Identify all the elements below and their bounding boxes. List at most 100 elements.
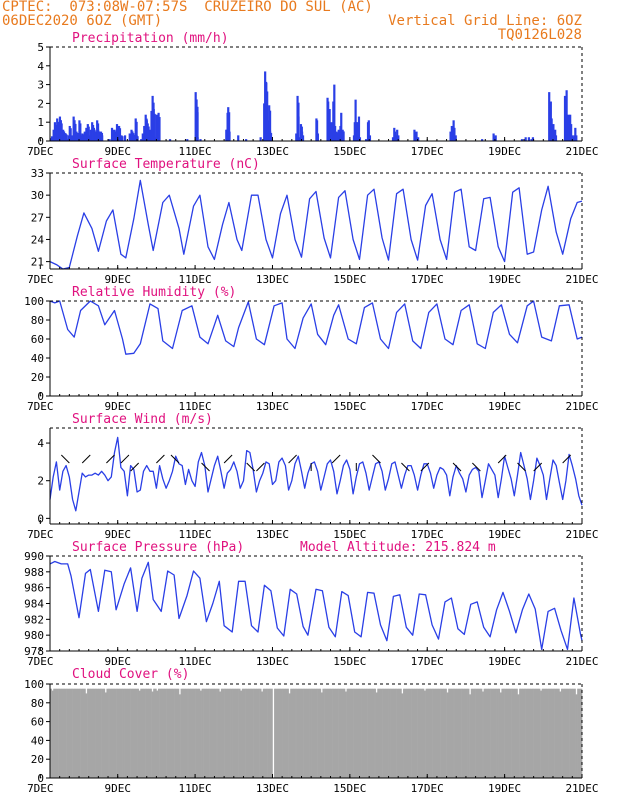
cloud-bar bbox=[578, 688, 581, 778]
cloud-bar bbox=[446, 692, 449, 778]
cloud-bar bbox=[494, 688, 497, 778]
cloud-bar bbox=[51, 690, 54, 778]
y-tick-label: 5 bbox=[37, 41, 44, 54]
cloud-bar bbox=[386, 688, 389, 778]
wind-arrow bbox=[497, 454, 507, 464]
cloud-bar bbox=[291, 688, 294, 778]
cloud-bar bbox=[380, 688, 383, 778]
precip-bar bbox=[494, 135, 497, 141]
panel-title: Surface Temperature (nC) bbox=[72, 157, 260, 172]
precip-bar bbox=[196, 112, 199, 141]
cloud-bar bbox=[438, 688, 441, 778]
cloud-bar bbox=[156, 690, 159, 778]
cloud-bar bbox=[190, 688, 193, 778]
precip-bar bbox=[415, 131, 418, 141]
cloud-bar bbox=[212, 688, 215, 778]
x-tick-label: 11DEC bbox=[179, 655, 212, 668]
cloud-bar bbox=[257, 688, 260, 778]
wind-arrow bbox=[60, 454, 70, 464]
precip-bar bbox=[168, 139, 172, 141]
cloud-bar bbox=[219, 691, 222, 778]
cloud-bar bbox=[428, 688, 431, 778]
cloud-bar bbox=[454, 688, 457, 778]
y-tick-label: 60 bbox=[31, 333, 44, 346]
x-tick-label: 11DEC bbox=[179, 145, 212, 158]
cloud-bar bbox=[195, 688, 198, 778]
cloud-bar bbox=[444, 688, 447, 778]
cloud-bar bbox=[95, 688, 98, 778]
cloud-bar bbox=[232, 688, 235, 778]
wind-arrow bbox=[130, 462, 140, 472]
cloud-bar bbox=[58, 688, 60, 778]
precip-bar bbox=[572, 137, 575, 141]
cloud-bar bbox=[251, 688, 254, 778]
cloud-bar bbox=[412, 688, 415, 778]
cloud-bar bbox=[83, 688, 86, 778]
cloud-bar bbox=[248, 688, 251, 778]
cloud-bar bbox=[467, 688, 470, 778]
cloud-bar bbox=[290, 688, 293, 778]
cloud-bar bbox=[362, 688, 365, 778]
cloud-bar bbox=[101, 688, 104, 778]
y-tick-label: 988 bbox=[24, 566, 44, 579]
cloud-bar bbox=[336, 688, 339, 778]
cloud-bar bbox=[436, 688, 439, 778]
cloud-bar bbox=[375, 692, 378, 778]
x-tick-label: 19DEC bbox=[488, 782, 521, 795]
cloud-bar bbox=[411, 688, 414, 778]
cloud-bar bbox=[359, 688, 362, 778]
cloud-bar bbox=[514, 688, 517, 778]
cloud-bar bbox=[552, 688, 555, 778]
cloud-bar bbox=[146, 688, 149, 778]
cloud-bar bbox=[237, 688, 239, 778]
cloud-bar bbox=[304, 688, 307, 778]
cloud-bar bbox=[340, 688, 343, 778]
cloud-bar bbox=[151, 691, 154, 778]
x-tick-label: 17DEC bbox=[411, 782, 444, 795]
cloud-bar bbox=[311, 688, 314, 778]
cloud-bar bbox=[298, 688, 301, 778]
cloud-bar bbox=[451, 688, 454, 778]
precip-bar bbox=[245, 139, 248, 141]
precip-bar bbox=[481, 139, 484, 141]
cloud-bar bbox=[346, 688, 349, 778]
cloud-bar bbox=[111, 688, 114, 778]
wind-arrow bbox=[156, 454, 165, 464]
y-tick-label: 40 bbox=[31, 352, 44, 365]
cloud-bar bbox=[404, 688, 407, 778]
cloud-bar bbox=[456, 688, 459, 778]
precip-bar bbox=[334, 125, 337, 141]
cloud-bar bbox=[145, 688, 148, 778]
x-tick-label: 21DEC bbox=[565, 782, 598, 795]
y-tick-label: 27 bbox=[31, 211, 44, 224]
cloud-bar bbox=[394, 688, 397, 778]
cloud-bar bbox=[572, 688, 575, 778]
cloud-bar bbox=[203, 688, 206, 778]
precip-bar bbox=[328, 109, 331, 141]
cloud-bar bbox=[477, 688, 480, 778]
cloud-bar bbox=[56, 688, 59, 778]
cloud-bar bbox=[435, 688, 438, 778]
wind-arrow bbox=[517, 462, 526, 472]
y-tick-label: 0 bbox=[37, 512, 44, 525]
cloud-bar bbox=[488, 688, 491, 778]
cloud-bar bbox=[409, 688, 412, 778]
cloud-bar bbox=[211, 688, 214, 778]
cloud-bar bbox=[511, 688, 513, 778]
x-tick-label: 11DEC bbox=[179, 528, 212, 541]
cloud-bar bbox=[557, 688, 560, 778]
y-tick-label: 24 bbox=[31, 233, 45, 246]
x-tick-label: 13DEC bbox=[256, 528, 289, 541]
wind-arrow bbox=[170, 454, 180, 464]
y-tick-label: 978 bbox=[24, 645, 44, 658]
precip-bar bbox=[364, 139, 368, 141]
x-tick-label: 15DEC bbox=[333, 400, 366, 413]
cloud-bar bbox=[544, 688, 547, 778]
precip-bar bbox=[101, 135, 104, 141]
cloud-bar bbox=[90, 688, 93, 778]
cloud-bar bbox=[407, 688, 410, 778]
panel-4: 978 980 982 984 986 988 990 7DEC 9DEC 11DEC 13DEC 1… bbox=[24, 540, 598, 668]
cloud-bar bbox=[527, 688, 530, 778]
cloud-bar bbox=[264, 688, 267, 778]
cloud-bar bbox=[517, 694, 520, 778]
